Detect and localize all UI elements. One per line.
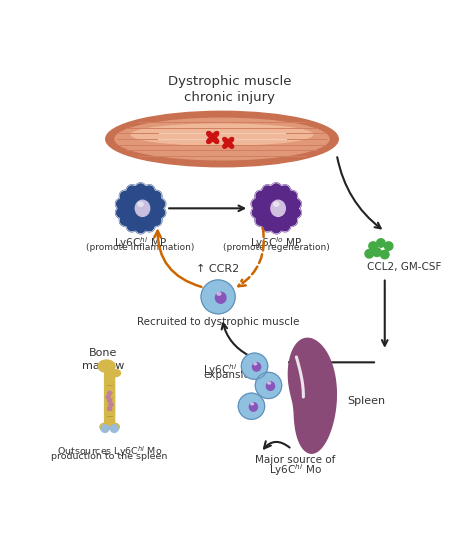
Circle shape [384, 242, 393, 250]
Ellipse shape [109, 423, 119, 431]
Circle shape [238, 393, 264, 419]
Text: Ly6C$^{hi}$ Mo: Ly6C$^{hi}$ Mo [269, 462, 322, 478]
Circle shape [377, 239, 385, 247]
Polygon shape [251, 183, 301, 234]
Text: Outsources Ly6C$^{hi}$ Mo: Outsources Ly6C$^{hi}$ Mo [57, 445, 162, 460]
Text: Recruited to dystrophic muscle: Recruited to dystrophic muscle [137, 317, 299, 327]
Ellipse shape [217, 293, 221, 295]
Text: expansion: expansion [203, 370, 256, 380]
Ellipse shape [271, 200, 285, 216]
Text: Dystrophic muscle
chronic injury: Dystrophic muscle chronic injury [168, 75, 292, 104]
Ellipse shape [251, 403, 254, 405]
Ellipse shape [268, 382, 271, 384]
Ellipse shape [106, 111, 338, 167]
Text: Ly6C$^{lo}$ MP: Ly6C$^{lo}$ MP [250, 236, 302, 251]
Ellipse shape [111, 369, 120, 377]
Ellipse shape [138, 202, 143, 206]
Ellipse shape [253, 362, 261, 371]
Polygon shape [223, 138, 234, 148]
Polygon shape [116, 183, 166, 234]
Ellipse shape [273, 202, 279, 206]
Text: production to the spleen: production to the spleen [52, 452, 168, 461]
Text: Major source of: Major source of [255, 455, 336, 465]
Circle shape [108, 407, 111, 411]
Circle shape [101, 425, 109, 433]
Text: Bone
marrow: Bone marrow [82, 349, 125, 371]
Text: Spleen: Spleen [347, 396, 386, 406]
Ellipse shape [131, 124, 313, 145]
Ellipse shape [135, 200, 150, 216]
Circle shape [369, 242, 377, 250]
Ellipse shape [215, 292, 226, 303]
Circle shape [106, 395, 110, 399]
Ellipse shape [100, 423, 110, 431]
Text: CCL2, GM-CSF: CCL2, GM-CSF [367, 262, 441, 272]
FancyArrowPatch shape [238, 228, 264, 286]
Ellipse shape [115, 118, 329, 160]
Text: Ly6C$^{hi}$ Mo: Ly6C$^{hi}$ Mo [203, 362, 256, 378]
Text: (promote regeneration): (promote regeneration) [223, 243, 329, 252]
Circle shape [110, 425, 118, 433]
Text: ↑ CCR2: ↑ CCR2 [197, 264, 240, 274]
Ellipse shape [98, 360, 115, 372]
Circle shape [109, 403, 113, 407]
Circle shape [381, 250, 389, 259]
Circle shape [365, 250, 374, 258]
Circle shape [373, 248, 381, 256]
Ellipse shape [266, 382, 274, 390]
FancyArrowPatch shape [154, 231, 201, 287]
FancyBboxPatch shape [105, 372, 115, 426]
Circle shape [108, 391, 111, 395]
Text: Ly6C$^{hi}$ MP: Ly6C$^{hi}$ MP [114, 236, 167, 251]
Circle shape [108, 399, 111, 403]
Polygon shape [207, 132, 219, 143]
Text: (promote inflammation): (promote inflammation) [86, 243, 195, 252]
Circle shape [201, 280, 235, 314]
Circle shape [255, 372, 282, 399]
FancyArrowPatch shape [264, 441, 290, 449]
Ellipse shape [249, 402, 257, 411]
Polygon shape [288, 338, 337, 453]
Circle shape [241, 353, 268, 379]
Ellipse shape [254, 363, 256, 365]
